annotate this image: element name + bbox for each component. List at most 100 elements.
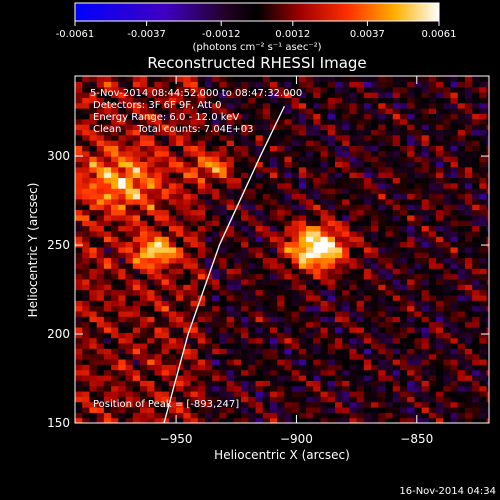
heatmap-cell — [139, 76, 148, 82]
heatmap-cell — [392, 161, 401, 168]
heatmap-cell — [313, 316, 322, 323]
heatmap-cell — [472, 198, 480, 205]
heatmap-cell — [219, 113, 228, 120]
heatmap-cell — [248, 209, 257, 216]
heatmap-cell — [219, 284, 228, 291]
heatmap-cell — [421, 401, 430, 408]
heatmap-cell — [450, 193, 459, 200]
heatmap-cell — [457, 97, 466, 104]
heatmap-cell — [342, 182, 350, 189]
heatmap-cell — [139, 81, 148, 88]
heatmap-cell — [356, 273, 365, 280]
heatmap-cell — [284, 241, 293, 248]
heatmap-cell — [414, 332, 423, 339]
heatmap-cell — [75, 92, 83, 98]
heatmap-cell — [298, 156, 307, 163]
heatmap-cell — [147, 129, 156, 136]
heatmap-cell — [450, 209, 459, 216]
heatmap-cell — [421, 348, 430, 355]
heatmap-cell — [486, 102, 489, 109]
heatmap-cell — [385, 145, 394, 152]
heatmap-cell — [298, 364, 307, 371]
heatmap-cell — [255, 209, 264, 216]
heatmap-cell — [479, 102, 488, 109]
heatmap-cell — [378, 385, 387, 392]
heatmap-cell — [190, 177, 199, 184]
heatmap-cell — [262, 300, 271, 307]
heatmap-cell — [464, 300, 473, 307]
heatmap-cell — [436, 166, 444, 173]
heatmap-cell — [118, 204, 127, 211]
heatmap-cell — [407, 214, 415, 221]
heatmap-cell — [204, 417, 213, 423]
heatmap-cell — [96, 390, 105, 397]
heatmap-cell — [356, 300, 365, 307]
heatmap-cell — [436, 145, 444, 152]
heatmap-cell — [262, 145, 271, 152]
heatmap-cell — [385, 236, 394, 243]
heatmap-cell — [414, 310, 423, 317]
heatmap-cell — [378, 326, 387, 333]
heatmap-cell — [363, 257, 372, 264]
heatmap-cell — [464, 209, 473, 216]
heatmap-cell — [334, 150, 343, 157]
heatmap-cell — [334, 214, 343, 221]
heatmap-cell — [168, 214, 177, 221]
heatmap-cell — [233, 134, 242, 141]
heatmap-cell — [125, 230, 134, 237]
heatmap-cell — [204, 252, 213, 259]
heatmap-cell — [154, 406, 163, 413]
heatmap-cell — [392, 225, 401, 232]
heatmap-cell — [306, 161, 314, 168]
heatmap-cell — [443, 150, 452, 157]
heatmap-cell — [479, 262, 488, 269]
heatmap-cell — [479, 412, 488, 419]
heatmap-cell — [457, 369, 466, 376]
heatmap-cell — [421, 86, 430, 93]
heatmap-cell — [450, 300, 459, 307]
heatmap-cell — [204, 326, 213, 333]
heatmap-cell — [407, 193, 415, 200]
heatmap-cell — [486, 358, 489, 365]
heatmap-cell — [154, 108, 163, 114]
heatmap-cell — [183, 156, 192, 163]
heatmap-cell — [472, 236, 480, 243]
annotation-time-range: 5-Nov-2014 08:44:52.000 to 08:47:32.000 — [90, 88, 302, 99]
heatmap-cell — [96, 177, 105, 184]
heatmap-cell — [334, 310, 343, 317]
heatmap-cell — [363, 353, 372, 360]
heatmap-cell — [327, 113, 336, 120]
heatmap-cell — [457, 166, 466, 173]
heatmap-cell — [363, 150, 372, 157]
heatmap-cell — [75, 305, 83, 312]
heatmap-cell — [486, 348, 489, 355]
heatmap-cell — [371, 337, 379, 344]
heatmap-cell — [269, 289, 278, 296]
heatmap-cell — [197, 172, 206, 179]
heatmap-cell — [378, 204, 387, 211]
heatmap-cell — [399, 193, 408, 200]
heatmap-cell — [241, 332, 249, 339]
heatmap-cell — [450, 124, 459, 130]
heatmap-cell — [269, 342, 278, 349]
heatmap-cell — [472, 209, 480, 216]
heatmap-cell — [89, 337, 98, 344]
heatmap-cell — [450, 348, 459, 355]
heatmap-cell — [248, 129, 257, 136]
heatmap-cell — [327, 230, 336, 237]
heatmap-cell — [111, 300, 119, 307]
heatmap-cell — [407, 385, 415, 392]
heatmap-cell — [233, 236, 242, 243]
heatmap-cell — [428, 220, 437, 227]
heatmap-cell — [464, 102, 473, 109]
heatmap-cell — [486, 417, 489, 423]
heatmap-cell — [212, 76, 221, 82]
heatmap-cell — [219, 188, 228, 195]
heatmap-cell — [450, 108, 459, 114]
heatmap-cell — [161, 326, 170, 333]
heatmap-cell — [457, 246, 466, 253]
heatmap-cell — [320, 252, 329, 259]
heatmap-cell — [436, 305, 444, 312]
heatmap-cell — [479, 129, 488, 136]
heatmap-cell — [414, 86, 423, 93]
